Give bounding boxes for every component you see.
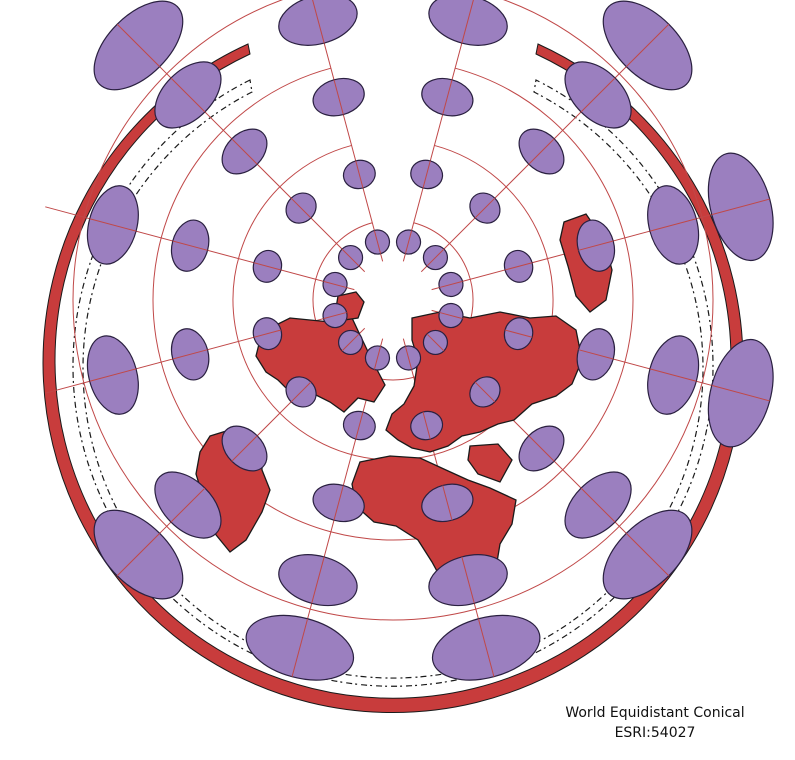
ellipse-axis-line <box>504 262 533 271</box>
arabia <box>467 443 513 483</box>
ellipse-axis-line <box>404 230 413 254</box>
ellipse-axis-line <box>333 485 344 521</box>
ellipse-axis-line <box>373 346 382 370</box>
ellipse-axis-line <box>373 230 382 254</box>
ellipse-axis-line <box>170 487 206 523</box>
ellipse-axis-line <box>439 280 463 289</box>
ellipse-axis-line <box>474 197 496 219</box>
ellipse-axis-line <box>253 329 282 338</box>
ellipse-axis-line <box>311 556 325 604</box>
outer-ring-band <box>42 43 744 714</box>
ellipse-axis-line <box>231 435 258 462</box>
ellipse-axis-line <box>461 556 475 604</box>
ellipse-axis-line <box>172 240 208 251</box>
ellipse-axis-line <box>355 160 364 189</box>
ellipse-axis-line <box>231 138 258 165</box>
ellipse-axis-line <box>504 329 533 338</box>
ellipse-axis-line <box>290 197 312 219</box>
projection-code: ESRI:54027 <box>614 725 696 741</box>
tissot-ellipse <box>428 0 508 46</box>
ellipse-axis-line <box>461 0 474 44</box>
ellipse-axis-line <box>253 262 282 271</box>
ellipse-axis-line <box>442 485 453 521</box>
ellipse-axis-line <box>477 618 495 677</box>
ellipse-axis-line <box>333 79 344 115</box>
ellipse-axis-line <box>323 311 347 320</box>
ellipse-axis-line <box>625 23 670 68</box>
ellipse-axis-line <box>290 381 312 403</box>
ellipse-axis-line <box>355 411 364 440</box>
parallel-line <box>312 222 474 381</box>
ellipse-axis-line <box>528 435 555 462</box>
ellipse-axis-line <box>422 411 431 440</box>
parallel-line <box>72 0 714 621</box>
tissot-ellipse <box>278 0 358 46</box>
ellipse-axis-line <box>312 0 325 44</box>
ellipse-axis-line <box>89 368 137 382</box>
ellipse-axis-line <box>474 381 496 403</box>
parallel-line <box>152 67 634 541</box>
ellipse-axis-line <box>170 77 206 113</box>
ellipse-axis-line <box>580 487 616 523</box>
ellipse-axis-line <box>711 384 770 402</box>
outer-boundary-ring <box>42 43 744 714</box>
ellipse-axis-line <box>426 248 445 267</box>
ellipse-axis-line <box>649 218 697 232</box>
ellipse-axis-line <box>711 198 770 216</box>
ellipse-axis-line <box>341 248 360 267</box>
ellipse-axis-line <box>625 532 670 577</box>
ellipse-axis-line <box>649 368 697 382</box>
ellipse-axis-line <box>426 333 445 352</box>
ellipse-axis-line <box>116 532 161 577</box>
ellipse-axis-line <box>291 618 309 677</box>
tissot-indicatrices <box>86 0 774 681</box>
ellipse-axis-line <box>323 280 347 289</box>
ellipse-axis-line <box>578 349 614 360</box>
ellipse-axis-line <box>528 138 555 165</box>
ellipse-axis-line <box>580 77 616 113</box>
ellipse-axis-line <box>442 79 453 115</box>
ellipse-axis-line <box>439 311 463 320</box>
ellipse-axis-line <box>404 346 413 370</box>
ellipse-axis-line <box>89 218 137 232</box>
ellipse-axis-line <box>341 333 360 352</box>
projection-caption: World Equidistant Conical ESRI:54027 <box>545 703 765 743</box>
ellipse-axis-line <box>422 160 431 189</box>
ellipse-axis-line <box>578 240 614 251</box>
ellipse-axis-line <box>116 23 161 68</box>
ellipse-axis-line <box>172 349 208 360</box>
projection-name: World Equidistant Conical <box>565 705 745 721</box>
